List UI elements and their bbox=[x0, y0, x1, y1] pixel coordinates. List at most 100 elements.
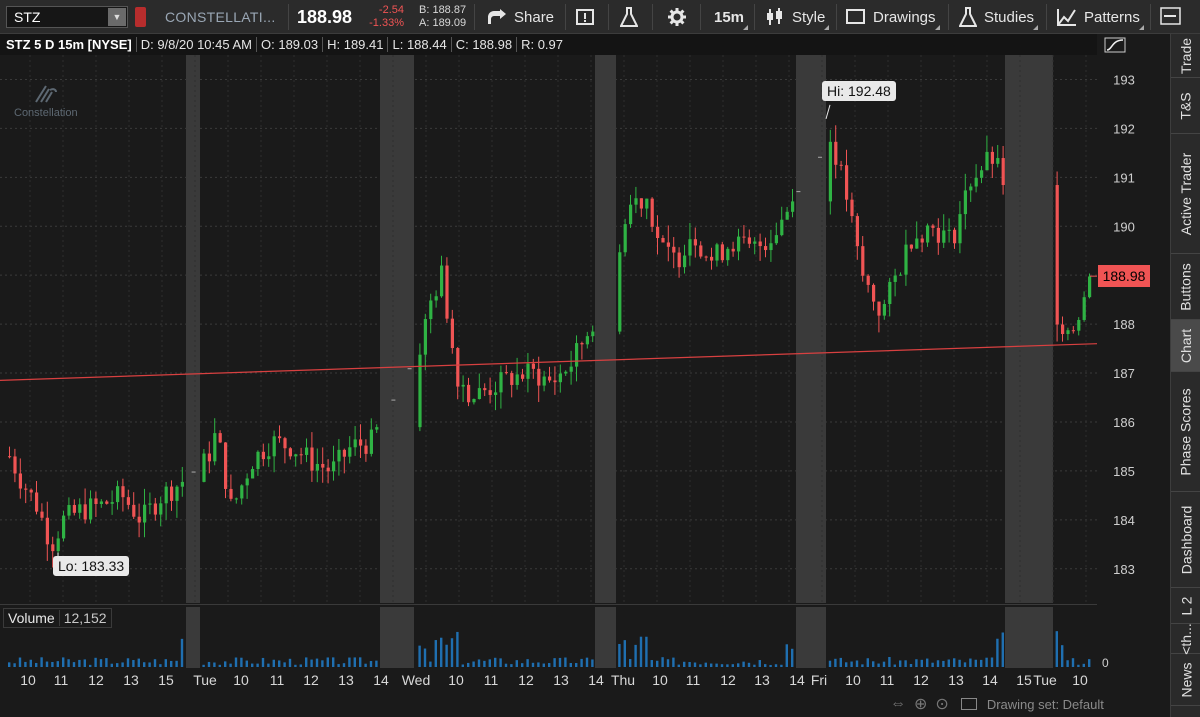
symbol-dropdown-icon[interactable]: ▼ bbox=[108, 8, 126, 26]
candle-body bbox=[105, 501, 109, 504]
time-axis[interactable]: 10 11 12 13 15 Tue 10 11 12 13 14 Wed 10 11 12 13 14 Thu 1… bbox=[0, 668, 1170, 717]
candle-body bbox=[958, 214, 962, 244]
volume-bar bbox=[548, 663, 551, 667]
toolbar-divider bbox=[948, 4, 949, 30]
volume-bar bbox=[164, 659, 167, 667]
volume-bar bbox=[510, 664, 513, 667]
candle-body bbox=[909, 244, 913, 249]
candle-body bbox=[256, 451, 260, 470]
volume-bar bbox=[704, 662, 707, 667]
price-tick-label: 193 bbox=[1113, 72, 1135, 87]
candle-body bbox=[521, 374, 525, 379]
volume-bar bbox=[137, 658, 140, 667]
side-tab-buttons[interactable]: Buttons bbox=[1171, 254, 1200, 320]
volume-bar bbox=[920, 659, 923, 667]
volume-bar bbox=[359, 657, 362, 667]
volume-bar bbox=[575, 663, 578, 667]
pct-change: -1.33% bbox=[369, 17, 404, 29]
alerts-button[interactable] bbox=[576, 0, 603, 34]
drawings-label: Drawings bbox=[873, 8, 936, 26]
time-tick-label: 10 bbox=[20, 672, 36, 688]
candle-body bbox=[126, 497, 130, 505]
volume-bar bbox=[272, 659, 275, 667]
time-tick-label: 13 bbox=[123, 672, 139, 688]
candle-body bbox=[872, 284, 876, 302]
candle-body bbox=[159, 503, 163, 515]
volume-bar bbox=[585, 657, 589, 667]
settings-button[interactable] bbox=[667, 0, 694, 34]
volume-bar bbox=[504, 663, 508, 667]
symbol-link-flag-icon[interactable] bbox=[135, 7, 146, 27]
patterns-button[interactable]: Patterns bbox=[1057, 0, 1144, 34]
logo-text: Constellation bbox=[14, 107, 78, 119]
candle-body bbox=[348, 447, 352, 457]
studies-button[interactable]: Studies bbox=[959, 0, 1039, 34]
price-chart[interactable]: 183184185186187188189190191192193 bbox=[0, 55, 1170, 603]
volume-bar bbox=[688, 662, 691, 667]
symbol-selector[interactable]: STZ ▼ bbox=[6, 6, 128, 28]
toolbar-divider bbox=[474, 4, 475, 30]
time-tick-label: Wed bbox=[402, 672, 431, 688]
candle-body bbox=[634, 198, 638, 205]
side-tab-dashboard[interactable]: Dashboard bbox=[1171, 492, 1200, 588]
candle-body bbox=[467, 384, 471, 403]
style-button[interactable]: Style bbox=[765, 0, 830, 34]
candle-body bbox=[780, 219, 784, 236]
candle-body bbox=[494, 392, 498, 395]
volume-chart[interactable]: 0 bbox=[0, 607, 1170, 668]
zoom-icon[interactable]: ⊙ bbox=[935, 696, 949, 713]
extended-hours-band bbox=[595, 55, 616, 603]
volume-bar bbox=[893, 664, 896, 667]
volume-bar bbox=[839, 657, 842, 667]
time-tick-label: 13 bbox=[754, 672, 770, 688]
volume-bar bbox=[1066, 660, 1069, 667]
share-button[interactable]: Share bbox=[487, 0, 554, 34]
crosshair-icon[interactable]: ⊕ bbox=[914, 696, 928, 713]
candle-body bbox=[213, 433, 217, 462]
side-tab-news[interactable]: News bbox=[1171, 654, 1200, 706]
volume-bar bbox=[364, 663, 367, 667]
side-tab-trade[interactable]: Trade bbox=[1171, 34, 1200, 78]
candle-body bbox=[575, 343, 579, 367]
candle-body bbox=[229, 488, 233, 499]
volume-bar bbox=[288, 658, 292, 667]
drawing-tool-icon[interactable] bbox=[1100, 34, 1130, 55]
volume-bar bbox=[953, 658, 956, 667]
side-tab-thinkscript[interactable]: <th... bbox=[1171, 623, 1200, 654]
side-tab-ts[interactable]: T&S bbox=[1171, 78, 1200, 134]
pane-divider[interactable] bbox=[0, 604, 1097, 605]
thinklab-button[interactable] bbox=[620, 0, 645, 34]
volume-bar bbox=[261, 657, 265, 667]
volume-bar bbox=[656, 660, 659, 667]
volume-bar bbox=[89, 664, 92, 667]
side-tab-label: Buttons bbox=[1178, 262, 1195, 311]
side-tab-phase-scores[interactable]: Phase Scores bbox=[1171, 372, 1200, 492]
time-tick-label: 13 bbox=[338, 672, 354, 688]
candle-body bbox=[845, 165, 849, 200]
time-tick-label: 14 bbox=[373, 672, 389, 688]
volume-bar bbox=[483, 660, 486, 667]
candle-body bbox=[985, 151, 989, 171]
drawing-set-icon[interactable] bbox=[960, 698, 977, 710]
toolbar-divider bbox=[565, 4, 566, 30]
candle-body bbox=[715, 244, 719, 261]
candle-body bbox=[704, 256, 708, 258]
volume-label: Volume 12,152 bbox=[3, 608, 112, 628]
volume-bar bbox=[116, 663, 119, 667]
drawing-set-label[interactable]: Drawing set: Default bbox=[986, 696, 1104, 712]
drawings-button[interactable]: Drawings bbox=[846, 0, 940, 34]
volume-title: Volume bbox=[8, 610, 55, 626]
volume-bar bbox=[310, 659, 313, 667]
volume-bar bbox=[904, 660, 907, 667]
volume-bar bbox=[580, 658, 583, 667]
candle-body bbox=[483, 388, 487, 391]
candle-body bbox=[94, 498, 98, 504]
chart-settings-button[interactable] bbox=[1160, 0, 1189, 34]
candle-body bbox=[510, 373, 514, 385]
timeframe-button[interactable]: 15m bbox=[714, 0, 749, 34]
pan-icon[interactable]: ⇔ bbox=[890, 695, 906, 712]
side-tab-active-trader[interactable]: Active Trader bbox=[1171, 134, 1200, 254]
volume-bar bbox=[332, 657, 335, 667]
side-tab-l2[interactable]: L 2 bbox=[1171, 588, 1200, 624]
side-tab-chart[interactable]: Chart bbox=[1171, 320, 1200, 372]
